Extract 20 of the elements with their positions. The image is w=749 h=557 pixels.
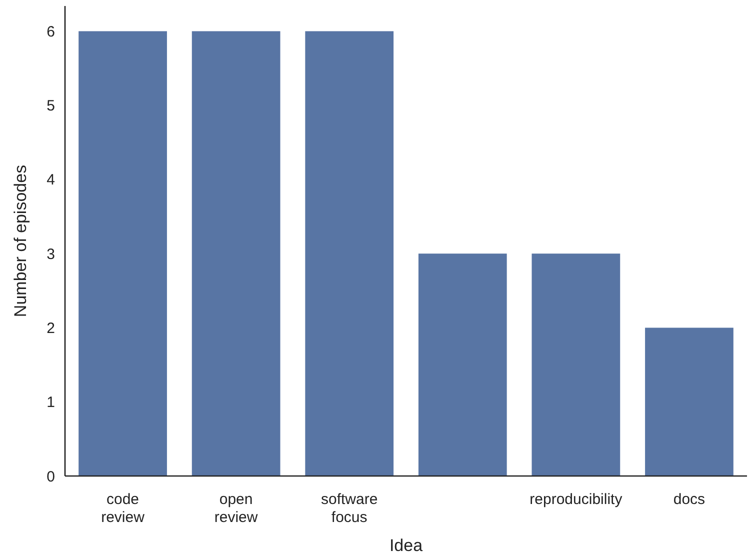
y-tick-label: 3: [46, 246, 55, 263]
y-tick-label: 5: [46, 98, 55, 115]
y-tick-label: 6: [46, 23, 55, 40]
x-axis-title: Idea: [389, 536, 424, 555]
bar: [78, 31, 167, 476]
y-tick-label: 0: [46, 468, 55, 486]
y-axis-title: Number of episodes: [11, 164, 30, 318]
bar: [418, 254, 507, 476]
x-tick-label: code review: [101, 491, 145, 526]
x-tick-label: software focus: [321, 491, 378, 526]
bar: [192, 31, 280, 476]
y-tick-label: 2: [46, 320, 55, 337]
y-tick-label: 1: [46, 394, 55, 412]
bar: [305, 31, 394, 476]
x-tick-label: reproducibility: [530, 491, 623, 508]
bar: [645, 328, 734, 476]
bar: [532, 254, 620, 476]
x-tick-label: open review: [214, 491, 258, 526]
x-tick-label: docs: [673, 491, 706, 508]
y-tick-label: 4: [46, 172, 55, 189]
